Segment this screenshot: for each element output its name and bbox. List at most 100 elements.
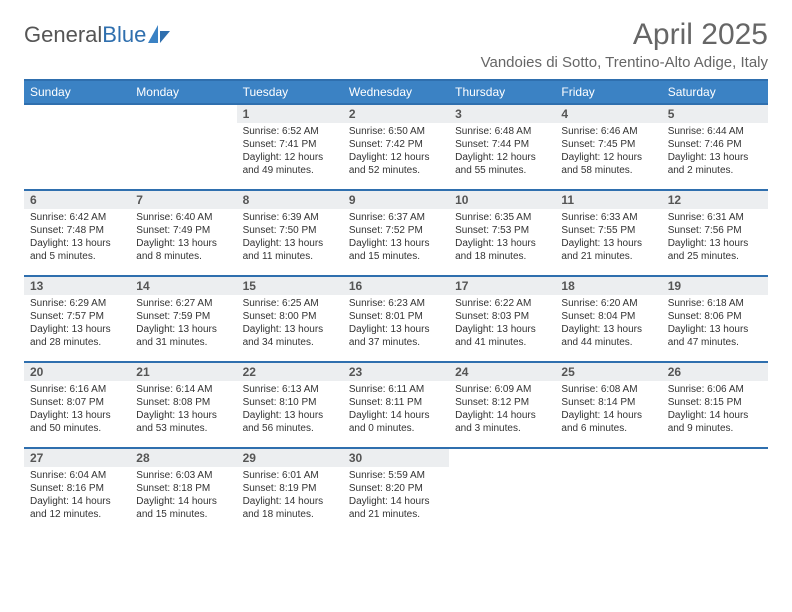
sunset-text: Sunset: 8:10 PM xyxy=(243,396,337,409)
day-number: 14 xyxy=(130,277,236,295)
daylight-text: Daylight: 13 hours and 53 minutes. xyxy=(136,409,230,435)
calendar-body: 1Sunrise: 6:52 AMSunset: 7:41 PMDaylight… xyxy=(24,104,768,534)
daylight-text: Daylight: 13 hours and 34 minutes. xyxy=(243,323,337,349)
daylight-text: Daylight: 13 hours and 5 minutes. xyxy=(30,237,124,263)
sunrise-text: Sunrise: 6:25 AM xyxy=(243,297,337,310)
calendar-day-cell: 9Sunrise: 6:37 AMSunset: 7:52 PMDaylight… xyxy=(343,190,449,276)
calendar-day-cell: 11Sunrise: 6:33 AMSunset: 7:55 PMDayligh… xyxy=(555,190,661,276)
sunrise-text: Sunrise: 6:37 AM xyxy=(349,211,443,224)
sunrise-text: Sunrise: 5:59 AM xyxy=(349,469,443,482)
day-number: 9 xyxy=(343,191,449,209)
calendar-day-cell: 26Sunrise: 6:06 AMSunset: 8:15 PMDayligh… xyxy=(662,362,768,448)
sunrise-text: Sunrise: 6:09 AM xyxy=(455,383,549,396)
sunset-text: Sunset: 7:45 PM xyxy=(561,138,655,151)
daylight-text: Daylight: 14 hours and 0 minutes. xyxy=(349,409,443,435)
sunset-text: Sunset: 7:50 PM xyxy=(243,224,337,237)
calendar-day-cell: 27Sunrise: 6:04 AMSunset: 8:16 PMDayligh… xyxy=(24,448,130,534)
calendar-day-cell: 7Sunrise: 6:40 AMSunset: 7:49 PMDaylight… xyxy=(130,190,236,276)
sunset-text: Sunset: 8:18 PM xyxy=(136,482,230,495)
sunset-text: Sunset: 8:16 PM xyxy=(30,482,124,495)
day-header: Tuesday xyxy=(237,80,343,104)
day-header-row: Sunday Monday Tuesday Wednesday Thursday… xyxy=(24,80,768,104)
day-number: 22 xyxy=(237,363,343,381)
page-subtitle: Vandoies di Sotto, Trentino-Alto Adige, … xyxy=(481,54,768,71)
day-details: Sunrise: 6:11 AMSunset: 8:11 PMDaylight:… xyxy=(343,381,449,439)
daylight-text: Daylight: 13 hours and 18 minutes. xyxy=(455,237,549,263)
sunrise-text: Sunrise: 6:52 AM xyxy=(243,125,337,138)
calendar-day-cell: 5Sunrise: 6:44 AMSunset: 7:46 PMDaylight… xyxy=(662,104,768,190)
calendar-table: Sunday Monday Tuesday Wednesday Thursday… xyxy=(24,79,768,534)
sunrise-text: Sunrise: 6:39 AM xyxy=(243,211,337,224)
sunset-text: Sunset: 8:14 PM xyxy=(561,396,655,409)
day-number: 5 xyxy=(662,105,768,123)
day-header: Wednesday xyxy=(343,80,449,104)
day-header: Monday xyxy=(130,80,236,104)
sunset-text: Sunset: 8:01 PM xyxy=(349,310,443,323)
day-details: Sunrise: 6:29 AMSunset: 7:57 PMDaylight:… xyxy=(24,295,130,353)
sunrise-text: Sunrise: 6:50 AM xyxy=(349,125,443,138)
daylight-text: Daylight: 14 hours and 6 minutes. xyxy=(561,409,655,435)
calendar-day-cell: 29Sunrise: 6:01 AMSunset: 8:19 PMDayligh… xyxy=(237,448,343,534)
calendar-day-cell: 18Sunrise: 6:20 AMSunset: 8:04 PMDayligh… xyxy=(555,276,661,362)
calendar-week-row: 13Sunrise: 6:29 AMSunset: 7:57 PMDayligh… xyxy=(24,276,768,362)
calendar-day-cell: 25Sunrise: 6:08 AMSunset: 8:14 PMDayligh… xyxy=(555,362,661,448)
day-details: Sunrise: 6:08 AMSunset: 8:14 PMDaylight:… xyxy=(555,381,661,439)
day-number: 4 xyxy=(555,105,661,123)
calendar-day-cell: 17Sunrise: 6:22 AMSunset: 8:03 PMDayligh… xyxy=(449,276,555,362)
daylight-text: Daylight: 14 hours and 15 minutes. xyxy=(136,495,230,521)
calendar-day-cell: 1Sunrise: 6:52 AMSunset: 7:41 PMDaylight… xyxy=(237,104,343,190)
sunset-text: Sunset: 8:20 PM xyxy=(349,482,443,495)
sunset-text: Sunset: 7:42 PM xyxy=(349,138,443,151)
day-details: Sunrise: 6:35 AMSunset: 7:53 PMDaylight:… xyxy=(449,209,555,267)
day-number: 30 xyxy=(343,449,449,467)
sunrise-text: Sunrise: 6:23 AM xyxy=(349,297,443,310)
daylight-text: Daylight: 13 hours and 8 minutes. xyxy=(136,237,230,263)
sunrise-text: Sunrise: 6:01 AM xyxy=(243,469,337,482)
day-details: Sunrise: 5:59 AMSunset: 8:20 PMDaylight:… xyxy=(343,467,449,525)
day-details: Sunrise: 6:39 AMSunset: 7:50 PMDaylight:… xyxy=(237,209,343,267)
day-details: Sunrise: 6:52 AMSunset: 7:41 PMDaylight:… xyxy=(237,123,343,181)
sail-icon xyxy=(148,25,172,45)
calendar-day-cell xyxy=(130,104,236,190)
daylight-text: Daylight: 13 hours and 2 minutes. xyxy=(668,151,762,177)
daylight-text: Daylight: 13 hours and 41 minutes. xyxy=(455,323,549,349)
sunset-text: Sunset: 8:11 PM xyxy=(349,396,443,409)
day-details: Sunrise: 6:13 AMSunset: 8:10 PMDaylight:… xyxy=(237,381,343,439)
daylight-text: Daylight: 13 hours and 56 minutes. xyxy=(243,409,337,435)
day-number: 2 xyxy=(343,105,449,123)
calendar-day-cell xyxy=(24,104,130,190)
sunset-text: Sunset: 8:04 PM xyxy=(561,310,655,323)
calendar-week-row: 27Sunrise: 6:04 AMSunset: 8:16 PMDayligh… xyxy=(24,448,768,534)
sunrise-text: Sunrise: 6:11 AM xyxy=(349,383,443,396)
day-number: 12 xyxy=(662,191,768,209)
sunrise-text: Sunrise: 6:16 AM xyxy=(30,383,124,396)
sunrise-text: Sunrise: 6:46 AM xyxy=(561,125,655,138)
sunrise-text: Sunrise: 6:42 AM xyxy=(30,211,124,224)
day-number: 10 xyxy=(449,191,555,209)
day-details: Sunrise: 6:25 AMSunset: 8:00 PMDaylight:… xyxy=(237,295,343,353)
calendar-day-cell: 22Sunrise: 6:13 AMSunset: 8:10 PMDayligh… xyxy=(237,362,343,448)
day-number: 16 xyxy=(343,277,449,295)
sunrise-text: Sunrise: 6:29 AM xyxy=(30,297,124,310)
day-details: Sunrise: 6:03 AMSunset: 8:18 PMDaylight:… xyxy=(130,467,236,525)
sunset-text: Sunset: 7:48 PM xyxy=(30,224,124,237)
sunrise-text: Sunrise: 6:13 AM xyxy=(243,383,337,396)
calendar-day-cell: 24Sunrise: 6:09 AMSunset: 8:12 PMDayligh… xyxy=(449,362,555,448)
brand-logo: GeneralBlue xyxy=(24,18,172,48)
day-number: 7 xyxy=(130,191,236,209)
sunset-text: Sunset: 7:46 PM xyxy=(668,138,762,151)
day-number: 3 xyxy=(449,105,555,123)
sunrise-text: Sunrise: 6:40 AM xyxy=(136,211,230,224)
calendar-day-cell: 30Sunrise: 5:59 AMSunset: 8:20 PMDayligh… xyxy=(343,448,449,534)
sunset-text: Sunset: 8:03 PM xyxy=(455,310,549,323)
day-header: Saturday xyxy=(662,80,768,104)
day-number: 11 xyxy=(555,191,661,209)
sunrise-text: Sunrise: 6:33 AM xyxy=(561,211,655,224)
daylight-text: Daylight: 13 hours and 21 minutes. xyxy=(561,237,655,263)
day-number: 24 xyxy=(449,363,555,381)
daylight-text: Daylight: 14 hours and 18 minutes. xyxy=(243,495,337,521)
calendar-day-cell xyxy=(555,448,661,534)
day-details: Sunrise: 6:18 AMSunset: 8:06 PMDaylight:… xyxy=(662,295,768,353)
calendar-week-row: 1Sunrise: 6:52 AMSunset: 7:41 PMDaylight… xyxy=(24,104,768,190)
sunrise-text: Sunrise: 6:22 AM xyxy=(455,297,549,310)
